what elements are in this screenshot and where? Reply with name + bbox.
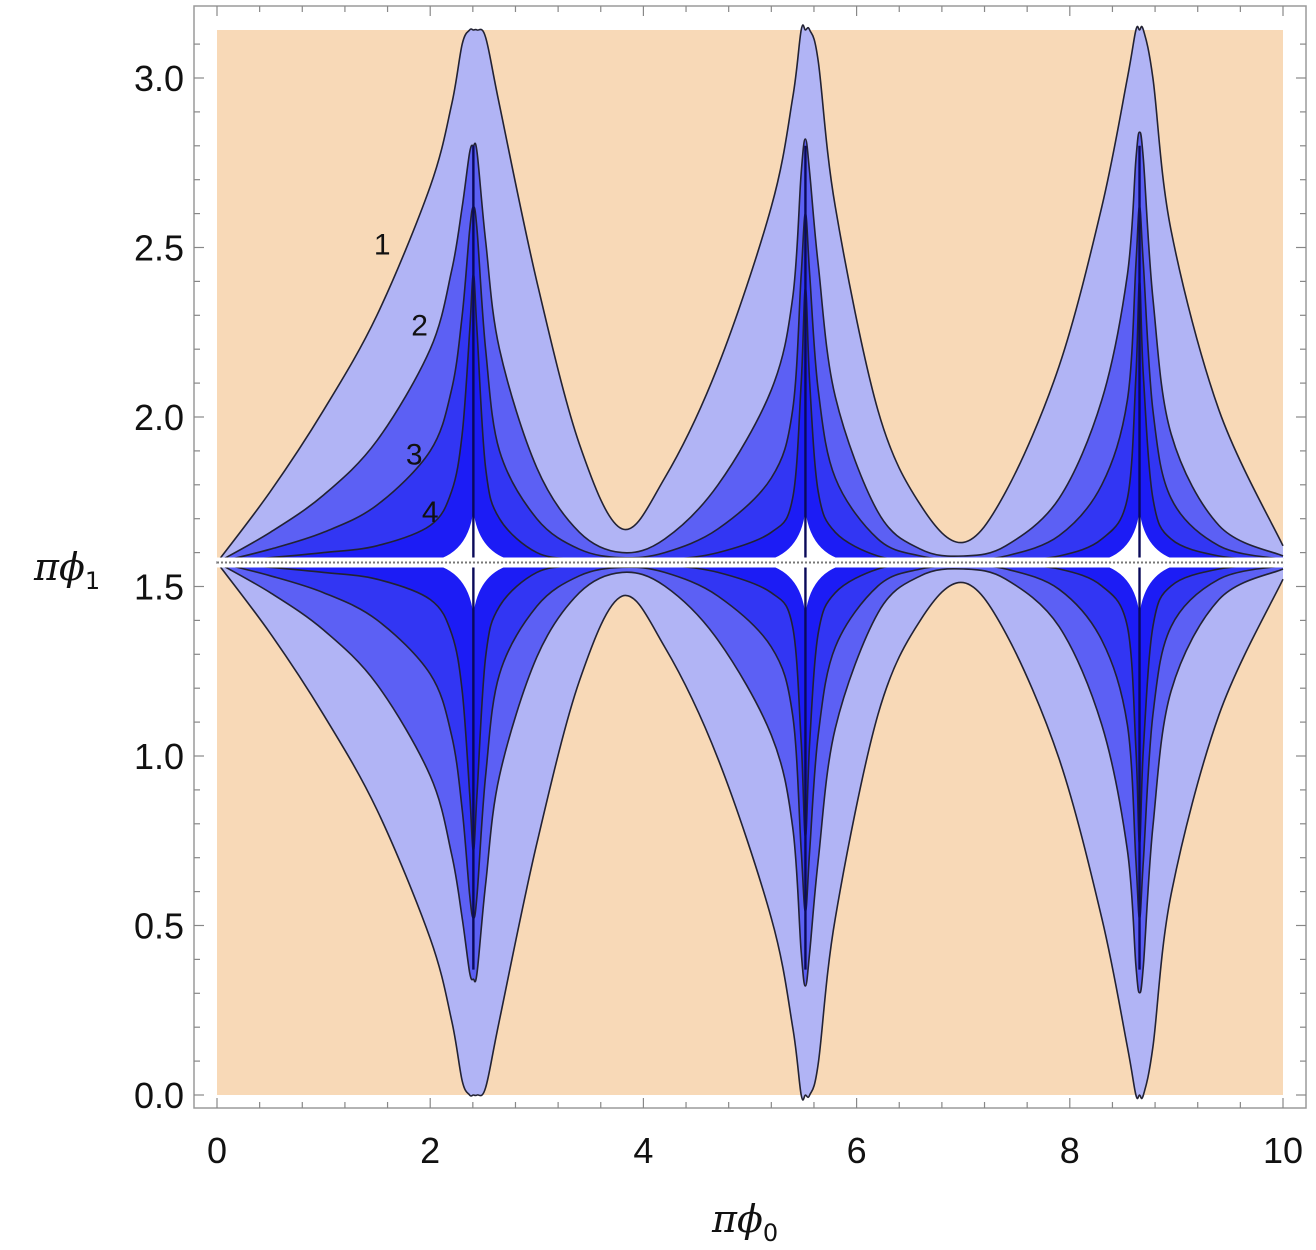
contour-label-4: 4 — [422, 496, 439, 529]
contour-line-upper-3 — [216, 205, 1284, 564]
x-tick-label: 2 — [420, 1130, 440, 1171]
y-axis-label: πϕ1 — [33, 545, 100, 595]
x-tick-label: 4 — [633, 1130, 653, 1171]
contour-label-2: 2 — [411, 310, 428, 343]
x-tick-label: 0 — [207, 1130, 227, 1171]
y-tick-label: 3.0 — [134, 58, 184, 99]
x-tick-label: 10 — [1263, 1130, 1303, 1171]
contour-line-lower-3 — [216, 561, 1284, 920]
contour-label-3: 3 — [406, 438, 423, 471]
contour-line-lower-2 — [216, 561, 1284, 994]
contour-line-upper-2 — [216, 131, 1284, 564]
x-tick-label: 6 — [847, 1130, 867, 1171]
x-axis-label: πϕ0 — [711, 1197, 778, 1247]
contour-label-1: 1 — [374, 228, 391, 261]
contour-line-lower-4 — [216, 561, 1284, 852]
x-tick-label: 8 — [1060, 1130, 1080, 1171]
contour-line-upper-4 — [216, 273, 1284, 564]
contour-line-lower-1 — [216, 562, 1284, 1101]
y-tick-label: 1.0 — [134, 736, 184, 777]
y-tick-label: 0.0 — [134, 1075, 184, 1116]
contour-line-upper-1 — [216, 24, 1284, 563]
y-tick-label: 2.5 — [134, 227, 184, 268]
y-tick-label: 0.5 — [134, 905, 184, 946]
y-tick-label: 2.0 — [134, 397, 184, 438]
plot-frame — [193, 5, 1307, 1109]
y-tick-label: 1.5 — [134, 566, 184, 607]
